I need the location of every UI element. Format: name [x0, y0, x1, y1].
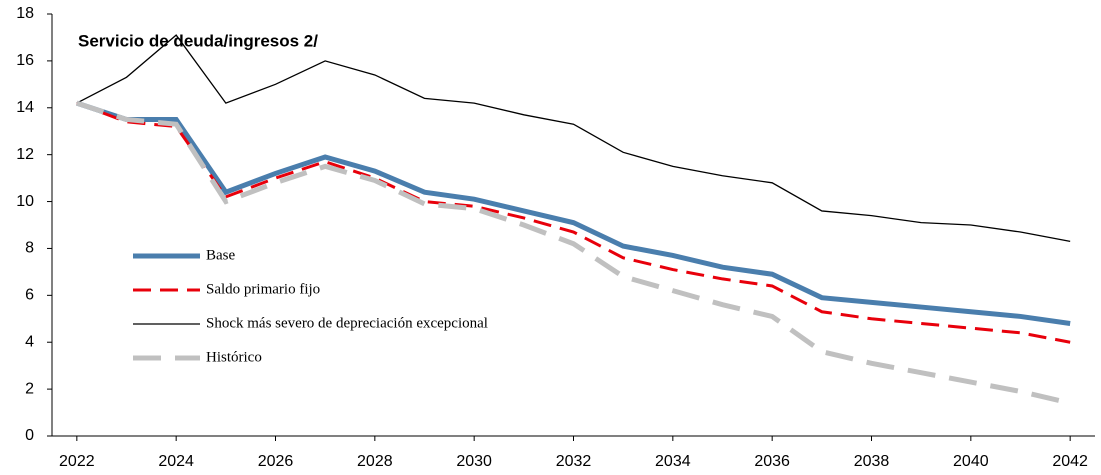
y-tick-label: 8	[25, 240, 34, 257]
x-tick-label: 2028	[357, 453, 393, 470]
y-tick-label: 4	[25, 333, 34, 350]
chart-title: Servicio de deuda/ingresos 2/	[78, 31, 318, 50]
y-tick-label: 10	[16, 193, 34, 210]
legend-label: Histórico	[206, 349, 262, 365]
series-line	[76, 34, 1071, 243]
x-tick-label: 2038	[854, 453, 890, 470]
legend-label: Base	[206, 247, 236, 263]
y-tick-label: 6	[25, 287, 34, 304]
y-tick-label: 14	[16, 99, 34, 116]
x-tick-label: 2032	[556, 453, 592, 470]
x-tick-label: 2022	[59, 453, 95, 470]
y-tick-label: 12	[16, 146, 34, 163]
x-tick-label: 2042	[1052, 453, 1088, 470]
x-tick-label: 2030	[456, 453, 492, 470]
x-tick-label: 2036	[754, 453, 790, 470]
y-tick-label: 2	[25, 380, 34, 397]
x-tick-label: 2024	[158, 453, 194, 470]
x-tick-label: 2034	[655, 453, 691, 470]
series-line	[76, 100, 1071, 326]
series-line	[76, 100, 1071, 406]
legend-label: Shock más severo de depreciación excepci…	[206, 315, 488, 331]
x-tick-label: 2040	[953, 453, 989, 470]
legend: Base Saldo primario fijo Shock más severo …	[133, 247, 488, 365]
x-tick-label: 2026	[258, 453, 294, 470]
series-line	[76, 101, 1071, 344]
y-tick-label: 18	[16, 5, 34, 22]
legend-label: Saldo primario fijo	[206, 281, 320, 297]
y-tick-label: 0	[25, 427, 34, 444]
y-tick-label: 16	[16, 52, 34, 69]
